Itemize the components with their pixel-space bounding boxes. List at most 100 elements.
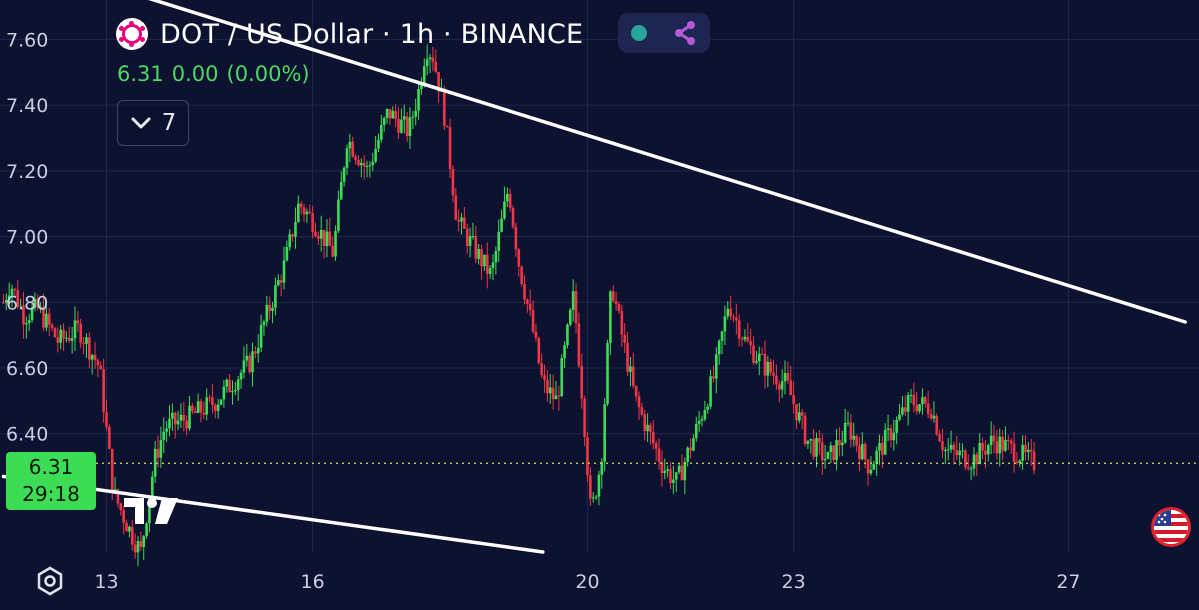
candle-down — [291, 234, 294, 237]
candle-down — [737, 320, 741, 339]
candle-down — [185, 420, 188, 429]
x-tick-label: 13 — [94, 571, 118, 593]
candle-down — [448, 127, 452, 169]
indicators-toggle-button[interactable]: 7 — [117, 100, 189, 146]
us-flag-icon[interactable] — [1151, 507, 1191, 547]
candle-up — [460, 217, 463, 222]
candle-down — [966, 467, 970, 469]
x-tick-label: 23 — [782, 571, 806, 593]
candle-up — [603, 404, 606, 462]
candle-down — [254, 351, 257, 354]
candle-up — [909, 394, 913, 396]
candles — [2, 44, 1036, 567]
candle-up — [597, 474, 601, 497]
share-network-icon[interactable] — [672, 20, 698, 46]
candle-down — [769, 361, 773, 373]
time-axis[interactable]: 13 16 20 23 27 — [94, 571, 1080, 593]
candle-down — [803, 415, 807, 444]
candle-down — [202, 412, 206, 415]
candle-up — [142, 536, 146, 548]
candle-down — [820, 442, 824, 461]
candle-up — [869, 469, 873, 474]
candle-down — [652, 432, 655, 444]
legend-change-pct: (0.00%) — [226, 62, 310, 86]
candle-down — [357, 159, 360, 166]
candle-down — [1029, 449, 1033, 452]
candle-up — [234, 390, 237, 392]
candle-down — [67, 337, 71, 341]
candle-up — [686, 447, 689, 462]
candle-down — [557, 395, 561, 397]
candle-down — [623, 334, 626, 343]
candle-down — [863, 444, 867, 460]
candle-up — [339, 181, 343, 200]
candle-down — [740, 338, 744, 340]
candle-up — [568, 309, 572, 325]
candle-down — [929, 413, 933, 419]
candle-down — [228, 379, 231, 393]
candle-down — [712, 376, 715, 379]
candle-down — [637, 396, 641, 408]
candle-up — [1018, 460, 1022, 464]
grid-lines — [0, 0, 1199, 552]
candle-down — [551, 387, 555, 400]
symbol-title[interactable]: DOT / US Dollar · 1h · BINANCE — [160, 18, 584, 50]
candle-up — [677, 465, 681, 473]
candle-up — [488, 268, 492, 274]
candle-down — [955, 449, 959, 456]
candle-up — [256, 347, 260, 354]
candle-down — [211, 397, 214, 406]
candle-down — [2, 302, 5, 304]
candle-down — [792, 395, 795, 404]
candle-down — [457, 219, 460, 222]
candle-down — [1001, 436, 1004, 451]
candle-down — [643, 414, 647, 432]
candle-down — [520, 266, 523, 284]
candle-down — [952, 444, 956, 450]
candle-up — [875, 450, 878, 464]
candle-down — [248, 355, 251, 373]
candle-up — [400, 119, 403, 133]
candle-up — [274, 285, 277, 308]
candle-up — [972, 454, 976, 469]
candle-down — [680, 465, 684, 481]
candle-up — [319, 229, 323, 239]
candle-up — [726, 308, 730, 317]
candle-down — [729, 308, 732, 317]
candle-up — [374, 148, 377, 162]
candle-down — [199, 401, 203, 413]
candle-up — [45, 313, 48, 328]
legend-price: 6.31 — [117, 62, 164, 86]
candle-down — [311, 213, 314, 232]
candle-up — [720, 331, 724, 341]
candle-down — [508, 193, 512, 208]
candle-up — [259, 325, 263, 348]
status-pill[interactable] — [618, 13, 710, 53]
symbol-header[interactable]: DOT / US Dollar · 1h · BINANCE — [116, 14, 583, 54]
price-axis[interactable]: 7.60 7.40 7.20 7.00 6.80 6.60 6.40 — [6, 29, 48, 445]
candle-down — [866, 459, 870, 474]
candle-down — [941, 441, 944, 451]
candle-down — [818, 438, 821, 443]
candle-down — [777, 384, 781, 390]
candle-up — [245, 355, 249, 361]
candle-up — [878, 443, 881, 451]
candle-up — [757, 353, 761, 362]
candle-down — [689, 447, 692, 451]
candle-down — [517, 249, 521, 267]
candle-up — [723, 316, 727, 332]
candle-up — [428, 57, 432, 60]
candle-up — [242, 360, 246, 373]
candle-down — [589, 475, 592, 499]
candle-up — [90, 355, 94, 360]
candle-up — [10, 288, 14, 296]
candle-up — [560, 358, 564, 397]
settings-gear-icon[interactable] — [34, 565, 66, 597]
candle-down — [208, 397, 211, 399]
tradingview-logo-icon[interactable] — [122, 494, 180, 528]
candle-up — [494, 250, 498, 263]
candle-down — [62, 329, 65, 339]
candle-down — [431, 57, 435, 62]
